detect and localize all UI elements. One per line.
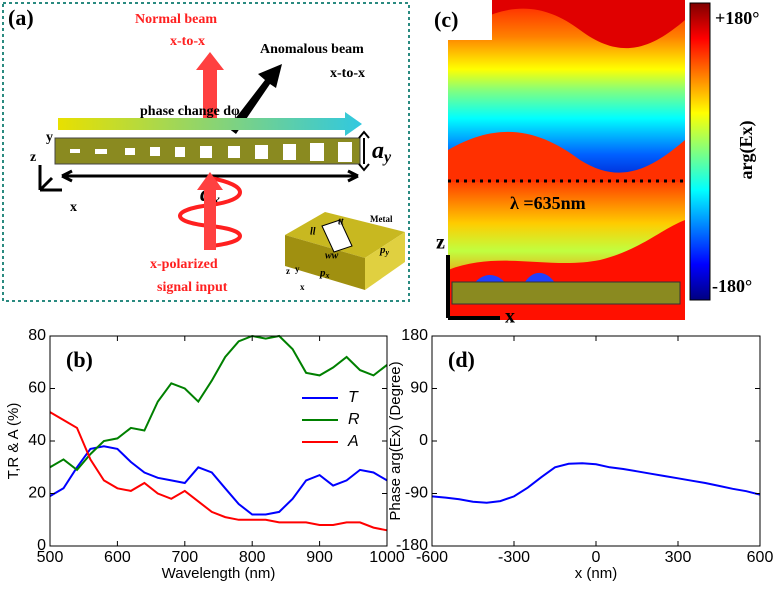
y-tick-label: 60 [28, 380, 46, 397]
cell-label: ll [310, 226, 316, 237]
axis-label: y [46, 130, 53, 145]
y-tick-label: 0 [37, 537, 46, 554]
beam-label: Anomalous beam [260, 42, 364, 57]
panel-label: (b) [66, 347, 93, 372]
y-axis-label: T,R & A (%) [5, 403, 22, 480]
x-axis-label: Wavelength (nm) [162, 565, 276, 582]
y-tick-label: 20 [28, 485, 46, 502]
beam-label: Normal beam [135, 12, 217, 27]
x-tick-label: 0 [592, 549, 601, 566]
x-axis-label: x (nm) [575, 565, 618, 582]
y-tick-label: 40 [28, 432, 46, 449]
ay-label: ay [372, 138, 392, 166]
unit-cell: Metal tt ww ll py px z y x [285, 212, 405, 292]
x-tick-label: 900 [306, 549, 333, 566]
cell-label: ww [325, 250, 339, 261]
y-tick-label: 90 [410, 380, 428, 397]
axes-icon [40, 165, 62, 190]
y-tick-label: -90 [405, 485, 428, 502]
y-axis-label: Phase arg(Ex) (Degree) [387, 361, 404, 520]
panel-a: (a) Normal beam x-to-x Anomalous beam x-… [3, 3, 409, 301]
x-tick-label: 800 [239, 549, 266, 566]
y-tick-label: -180 [396, 537, 428, 554]
colorbar-label: +180° [715, 8, 759, 28]
colorbar-title: arg(Ex) [736, 121, 757, 180]
series-line [432, 463, 760, 503]
phase-label: phase change dφ [140, 104, 240, 119]
series-line [50, 412, 387, 530]
legend-label: R [348, 411, 360, 428]
panel-c: (c) λ =635nm z x +180° -180° arg(Ex) [432, 0, 759, 328]
plot-frame [432, 336, 760, 546]
metasurface [452, 282, 680, 304]
cell-label: z [286, 266, 290, 276]
colorbar-label: -180° [712, 276, 752, 296]
axis-label: z [436, 232, 445, 254]
beam-label: x-to-x [330, 66, 365, 81]
axis-label: z [30, 150, 36, 165]
x-tick-label: 300 [665, 549, 692, 566]
input-label: x-polarized [150, 257, 218, 272]
cell-label: x [300, 282, 305, 292]
series-line [50, 446, 387, 514]
axis-label: x [70, 200, 77, 215]
colorbar [690, 3, 710, 300]
input-label: signal input [157, 280, 228, 295]
x-tick-label: -300 [498, 549, 530, 566]
x-tick-label: 700 [171, 549, 198, 566]
beam-label: x-to-x [170, 34, 205, 49]
axis-label: x [505, 306, 515, 328]
cell-label: Metal [370, 214, 393, 224]
panel-label: (a) [8, 5, 34, 30]
y-tick-label: 0 [419, 432, 428, 449]
x-tick-label: 600 [747, 549, 774, 566]
panel-label: (c) [434, 7, 458, 32]
cell-label: y [295, 264, 300, 274]
panel-label: (d) [448, 347, 475, 372]
legend-label: A [347, 433, 359, 450]
figure: (a) Normal beam x-to-x Anomalous beam x-… [0, 0, 775, 594]
y-tick-label: 180 [401, 327, 428, 344]
legend-label: T [348, 389, 359, 406]
series-line [50, 336, 387, 470]
wavelength-label: λ =635nm [510, 193, 586, 213]
y-tick-label: 80 [28, 327, 46, 344]
x-tick-label: 600 [104, 549, 131, 566]
